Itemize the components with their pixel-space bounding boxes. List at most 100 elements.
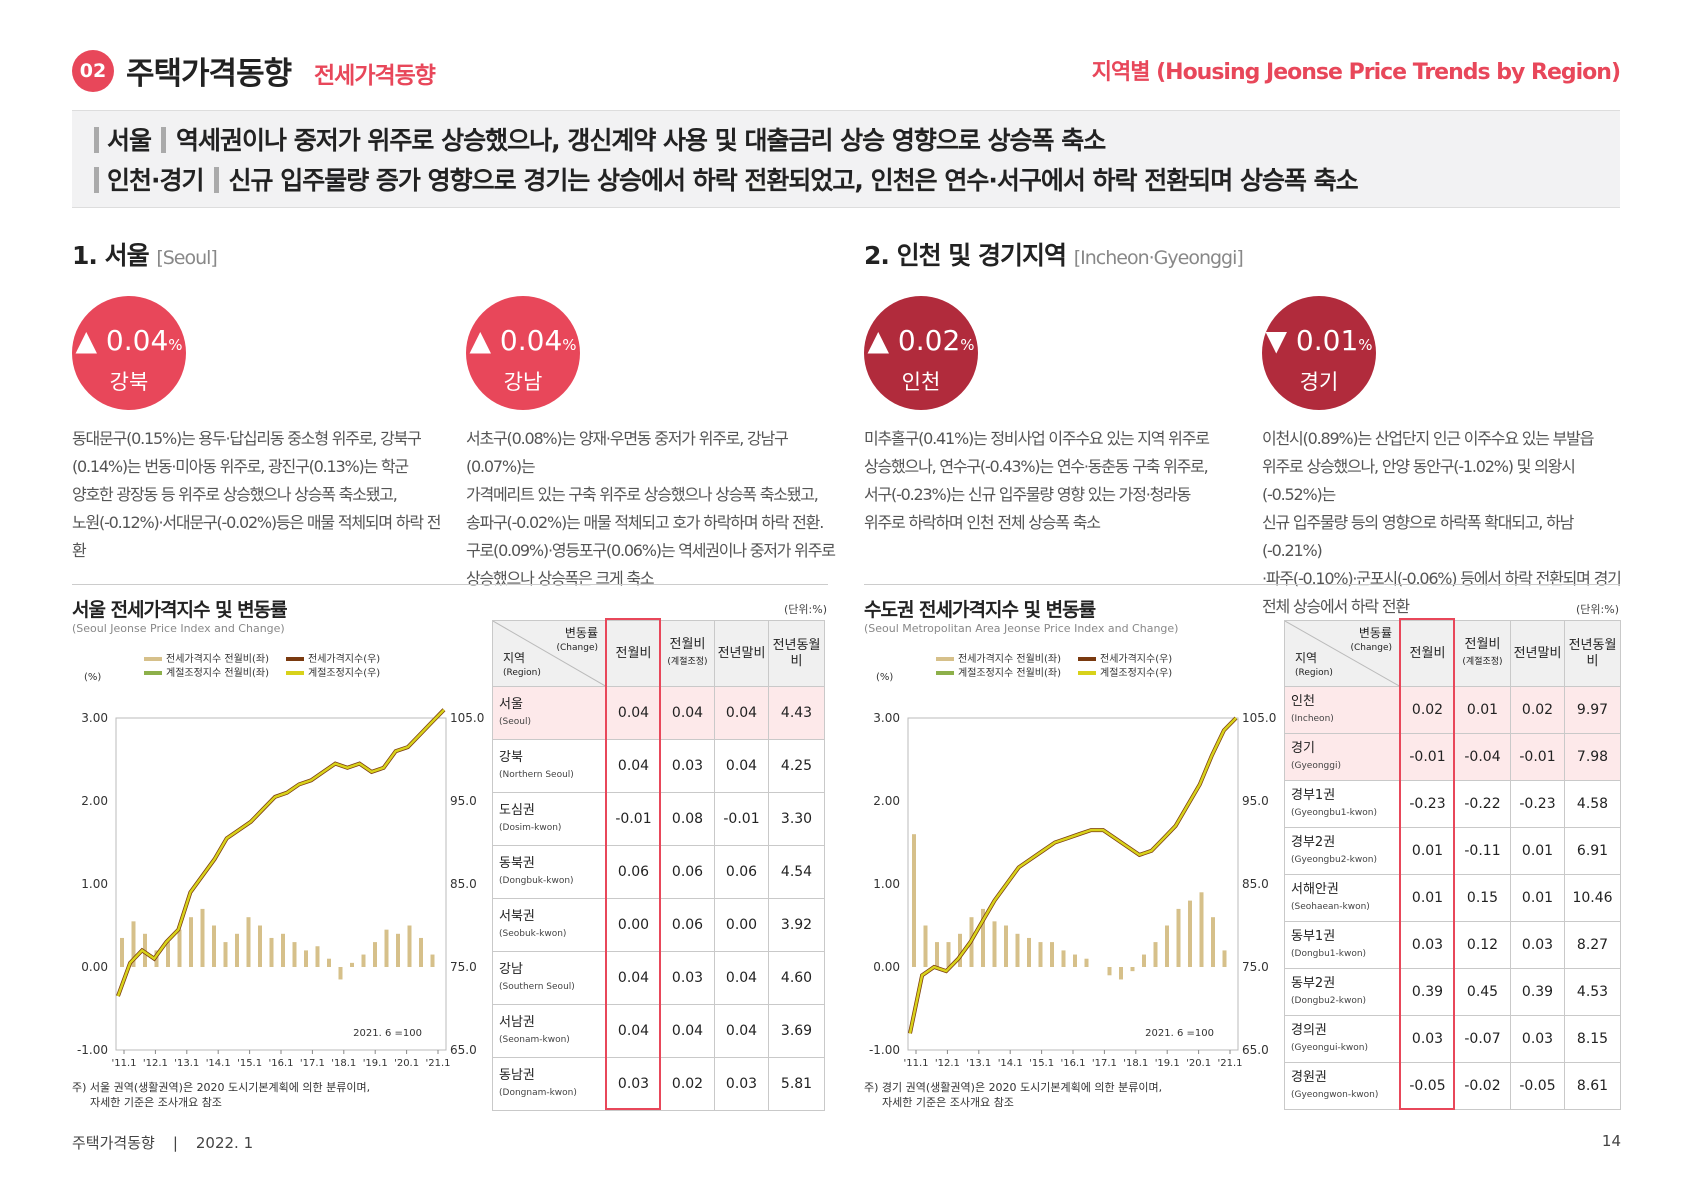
corner-top: 변동률 [1358, 626, 1392, 640]
summary-line-seoul: 서울 역세권이나 중저가 위주로 상승했으나, 갱신계약 사용 및 대출금리 상승… [94, 121, 1598, 161]
change-bar [1222, 950, 1227, 967]
seoul-change-table: 변동률 (Change) 지역 (Region) 전월비 전월비 (계절조정) 전년말… [492, 620, 825, 1111]
desc-line: 서구(-0.23%)는 신규 입주물량 영향 있는 가정·청라동 [864, 485, 1191, 504]
change-bar [177, 929, 182, 967]
change-bar [120, 937, 124, 967]
col-header: 전월비 (계절조정) [660, 620, 715, 687]
cell-v2: 0.06 [660, 898, 715, 952]
cell-v3: 0.02 [1510, 686, 1565, 734]
desc-gangnam: 서초구(0.08%)는 양재·우면동 중저가 위주로, 강남구(0.07%)는 … [466, 425, 836, 593]
cell-v4: 3.92 [768, 898, 825, 952]
change-bar [304, 950, 308, 967]
y-tick-label: 1.00 [81, 877, 108, 891]
legend-swatch [1078, 671, 1096, 675]
change-bar [1061, 950, 1066, 967]
cell-v1: -0.05 [1400, 1062, 1455, 1110]
base-annotation: 2021. 6 =100 [1145, 1028, 1214, 1039]
cell-v1: -0.01 [1400, 733, 1455, 781]
cell-v4: 3.69 [768, 1004, 825, 1058]
region-name: 서북권 [499, 908, 535, 924]
change-bar [1211, 917, 1215, 967]
col-header: 전월비 [606, 620, 661, 687]
note-line: 자세한 기준은 조사개요 참조 [90, 1096, 222, 1109]
cell-v1: 0.04 [606, 1004, 661, 1058]
region-name: 경의권 [1291, 1022, 1327, 1038]
cell-v2: 0.01 [1454, 686, 1511, 734]
cell-v4: 7.98 [1564, 733, 1621, 781]
y-tick-label: -1.00 [869, 1043, 900, 1057]
cell-v4: 6.91 [1564, 827, 1621, 875]
row-region: 경원권 (Gyeongwon-kwon) [1284, 1062, 1401, 1110]
change-bar [223, 942, 228, 967]
change-bar [935, 942, 939, 967]
y-tick-label: 1.00 [873, 877, 900, 891]
cell-v4: 4.53 [1564, 968, 1621, 1016]
region-name-en: (Seoul) [499, 716, 531, 727]
region-name: 경원권 [1291, 1069, 1327, 1085]
circle-region: 강남 [503, 370, 543, 394]
table-row: 서북권 (Seobuk-kwon) 0.00 0.06 0.00 3.92 [492, 898, 825, 952]
cell-v2: -0.22 [1454, 780, 1511, 828]
change-bar [1153, 942, 1158, 967]
cell-v3: 0.06 [714, 845, 769, 899]
change-bar [1038, 942, 1043, 967]
region-name: 강북 [499, 749, 523, 765]
summary-bar-marker [213, 167, 219, 193]
change-bar [1027, 937, 1031, 967]
unit-label: (단위:%) [784, 603, 827, 616]
row-region: 동북권 (Dongbuk-kwon) [492, 845, 607, 899]
note-seoul: 주) 서울 권역(생활권역)은 2020 도시기본계획에 의한 분류이며, 자세… [72, 1080, 370, 1110]
chart-subtitle-seoul: (Seoul Jeonse Price Index and Change) [72, 622, 285, 635]
region-name-en: (Gyeongwon-kwon) [1291, 1089, 1379, 1100]
y2-tick-label: 65.0 [450, 1043, 477, 1057]
note-line: 주) 서울 권역(생활권역)은 2020 도시기본계획에 의한 분류이며, [72, 1081, 371, 1094]
change-bar [396, 933, 400, 967]
desc-line: 신규 입주물량 등의 영향으로 하락폭 확대되고, 하남(-0.21%) [1262, 513, 1574, 560]
row-region: 인천 (Incheon) [1284, 686, 1401, 734]
region-name-en: (Southern Seoul) [499, 981, 575, 992]
x-tick-label: '14.1 [998, 1058, 1023, 1069]
cell-v4: 9.97 [1564, 686, 1621, 734]
change-bar [1107, 967, 1112, 976]
region-name-en: (Dongbuk-kwon) [499, 875, 574, 886]
legend-swatch [144, 671, 162, 675]
plot-frame [907, 717, 1239, 1051]
summary-tag: 인천·경기 [107, 166, 204, 195]
section-title-en: [Seoul] [156, 247, 218, 269]
summary-tag: 서울 [107, 126, 152, 155]
cell-v2: 0.12 [1454, 921, 1511, 969]
region-name: 서해안권 [1291, 881, 1339, 897]
change-bar [1176, 908, 1181, 967]
col-header: 전년동월비 [1564, 620, 1621, 687]
table-row: 인천 (Incheon) 0.02 0.01 0.02 9.97 [1284, 686, 1621, 734]
change-bar [923, 925, 928, 967]
x-tick-label: '20.1 [394, 1058, 419, 1069]
table-row: 강남 (Southern Seoul) 0.04 0.03 0.04 4.60 [492, 951, 825, 1005]
cell-v3: 0.04 [714, 739, 769, 793]
metro-jeonse-chart: 전세가격지수 전월비(좌) 전세가격지수(우) 계절조정지수 전월비(좌) 계절조정지… [869, 652, 1276, 1069]
table-row: 경기 (Gyeonggi) -0.01 -0.04 -0.01 7.98 [1284, 733, 1621, 781]
desc-line: ·파주(-0.10%)·군포시(-0.06%) 등에서 하락 전환되며 경기 [1262, 569, 1622, 588]
note-line: 자세한 기준은 조사개요 참조 [882, 1096, 1014, 1109]
circle-region: 인천 [901, 370, 941, 394]
row-region: 서남권 (Seonam-kwon) [492, 1004, 607, 1058]
change-bar [1004, 925, 1008, 967]
page-title: 주택가격동향 [126, 56, 292, 92]
desc-line: 서초구(0.08%)는 양재·우면동 중저가 위주로, 강남구(0.07%)는 [466, 429, 789, 476]
desc-line: 노원(-0.12%)·서대문구(-0.02%)등은 매물 적체되며 하락 전환 [72, 513, 441, 560]
change-bar [430, 954, 435, 967]
base-annotation: 2021. 6 =100 [353, 1028, 422, 1039]
note-line: 주) 경기 권역(생활권역)은 2020 도시기본계획에 의한 분류이며, [864, 1081, 1163, 1094]
y2-tick-label: 105.0 [450, 711, 484, 725]
col-header-label: 전월비 [669, 637, 706, 652]
cell-v4: 4.43 [768, 686, 825, 740]
change-bar [1073, 954, 1077, 967]
region-name: 강남 [499, 961, 523, 977]
change-bar [350, 962, 354, 967]
change-bar [1130, 967, 1135, 972]
cell-v3: 0.03 [1510, 921, 1565, 969]
row-region: 동부1권 (Dongbu1-kwon) [1284, 921, 1401, 969]
change-bar [361, 954, 366, 967]
cell-v1: 0.01 [1400, 874, 1455, 922]
legend-label: 계절조정지수(우) [308, 666, 380, 679]
